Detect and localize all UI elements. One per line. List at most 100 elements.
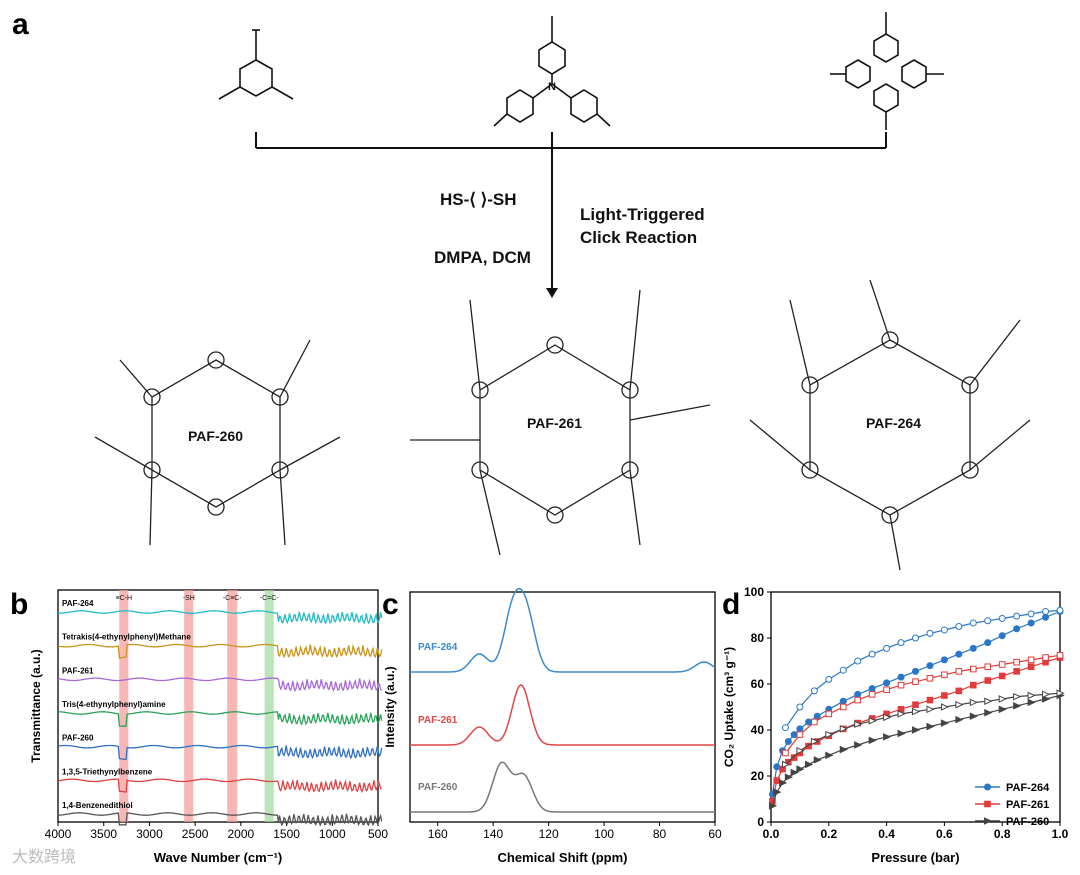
- iso-point-desorption: [955, 623, 963, 630]
- ir-trace: [57, 744, 383, 761]
- ir-trace-label: 1,3,5-Triethynylbenzene: [62, 767, 153, 776]
- iso-point-desorption: [825, 710, 833, 718]
- iso-point-desorption: [912, 678, 919, 686]
- iso-ytick-label: 100: [744, 585, 764, 599]
- light-triggered-label: Light-Triggered: [580, 205, 705, 224]
- ir-band-3: [264, 590, 274, 822]
- iso-point-adsorption: [813, 756, 822, 764]
- iso-xtick-label: 0.6: [936, 827, 953, 841]
- iso-point-adsorption: [998, 672, 1006, 680]
- ir-band-label: -C≡C-: [223, 595, 243, 602]
- ir-trace: [58, 711, 383, 727]
- iso-point-desorption: [883, 713, 892, 722]
- iso-point-desorption: [796, 746, 805, 755]
- iso-point-adsorption: [825, 751, 834, 760]
- iso-point-desorption: [940, 703, 950, 711]
- framework-label-paf261: PAF-261: [527, 415, 582, 431]
- iso-point-desorption: [998, 661, 1006, 668]
- iso-point-adsorption: [955, 650, 963, 658]
- panel-label-d: d: [722, 588, 741, 621]
- legend-marker: [984, 800, 991, 808]
- ir-xtick-label: 1000: [319, 827, 346, 841]
- nmr-trace-label: PAF-264: [418, 642, 458, 653]
- panel-label-a: a: [12, 8, 29, 41]
- reaction-conditions: DMPA, DCM: [434, 248, 531, 267]
- ir-xtick-label: 3500: [90, 827, 117, 841]
- iso-point-desorption: [984, 697, 993, 706]
- ir-trace: [57, 778, 382, 794]
- nmr-trace: [410, 761, 715, 813]
- iso-ytick-label: 20: [751, 769, 765, 783]
- iso-point-desorption: [1027, 691, 1036, 700]
- thiol-linker-label: HS-⟨ ⟩-SH: [440, 190, 517, 209]
- iso-point-adsorption: [1027, 698, 1036, 707]
- iso-point-desorption: [839, 666, 847, 674]
- iso-point-adsorption: [805, 742, 812, 750]
- iso-point-adsorption: [984, 708, 993, 717]
- iso-ytick-label: 0: [757, 815, 764, 829]
- iso-point-adsorption: [940, 656, 948, 664]
- legend-marker: [984, 817, 993, 825]
- iso-xtick-label: 0.4: [878, 827, 895, 841]
- iso-point-desorption: [912, 634, 919, 642]
- iso-point-adsorption: [912, 701, 919, 709]
- iso-point-desorption: [796, 703, 804, 711]
- iso-point-adsorption: [868, 736, 877, 745]
- iso-point-adsorption: [773, 788, 782, 796]
- monomer-triethynylbenzene: [218, 29, 294, 100]
- ir-xtick-label: 1500: [273, 827, 300, 841]
- iso-point-desorption: [825, 730, 834, 739]
- framework-ring-paf260: [94, 339, 341, 546]
- iso-point-desorption: [941, 671, 948, 679]
- iso-point-adsorption: [926, 696, 934, 704]
- nmr-xtick-label: 80: [653, 827, 667, 841]
- monomer-tetrakis-ethynylphenyl-methane: [830, 12, 944, 130]
- iso-point-desorption: [839, 725, 848, 733]
- iso-point-desorption: [940, 626, 948, 634]
- iso-point-desorption: [998, 614, 1006, 622]
- click-reaction-label: Click Reaction: [580, 228, 698, 247]
- ir-trace-label: PAF-264: [62, 599, 94, 608]
- iso-point-adsorption: [883, 733, 892, 741]
- iso-point-adsorption: [1013, 625, 1021, 633]
- iso-point-adsorption: [805, 718, 813, 726]
- iso-point-desorption: [781, 760, 791, 769]
- nmr-xtick-label: 160: [428, 827, 448, 841]
- iso-point-desorption: [1027, 610, 1035, 618]
- nitrogen-atom-label: N: [548, 81, 556, 93]
- iso-point-desorption: [998, 695, 1007, 703]
- iso-xtick-label: 0.0: [763, 827, 780, 841]
- ir-band-label: -SH: [183, 595, 195, 602]
- iso-point-adsorption: [1013, 668, 1020, 675]
- legend-entry: PAF-260: [1006, 816, 1049, 828]
- iso-point-desorption: [955, 700, 964, 709]
- iso-point-desorption: [1013, 658, 1020, 666]
- iso-xtick-label: 1.0: [1052, 827, 1069, 841]
- ir-trace: [58, 812, 383, 827]
- iso-point-adsorption: [940, 719, 950, 727]
- ir-band-label: -C=C-: [260, 595, 280, 602]
- iso-point-adsorption: [790, 768, 799, 777]
- iso-point-desorption: [984, 617, 992, 625]
- nmr-xtick-label: 60: [708, 827, 722, 841]
- nmr-frame: [409, 591, 716, 823]
- ir-trace-label: PAF-260: [62, 734, 94, 743]
- iso-point-adsorption: [897, 729, 906, 738]
- iso-point-desorption: [782, 749, 789, 757]
- iso-point-adsorption: [984, 639, 992, 647]
- ir-trace: [57, 677, 383, 693]
- ir-xtick-label: 2000: [228, 827, 255, 841]
- iso-point-adsorption: [773, 763, 781, 771]
- iso-point-desorption: [970, 665, 977, 673]
- ir-frame: [57, 589, 379, 823]
- iso-point-adsorption: [897, 673, 905, 681]
- iso-point-adsorption: [790, 731, 798, 739]
- iso-point-adsorption: [854, 741, 863, 749]
- nmr-trace: [410, 587, 716, 673]
- nmr-axes: 160 140 120 100 80 60 Chemical Shift (ppm) Inte…: [383, 587, 722, 865]
- iso-point-adsorption: [1042, 613, 1050, 621]
- iso-point-adsorption: [784, 738, 792, 745]
- iso-point-adsorption: [868, 685, 876, 693]
- iso-point-desorption: [1013, 612, 1021, 620]
